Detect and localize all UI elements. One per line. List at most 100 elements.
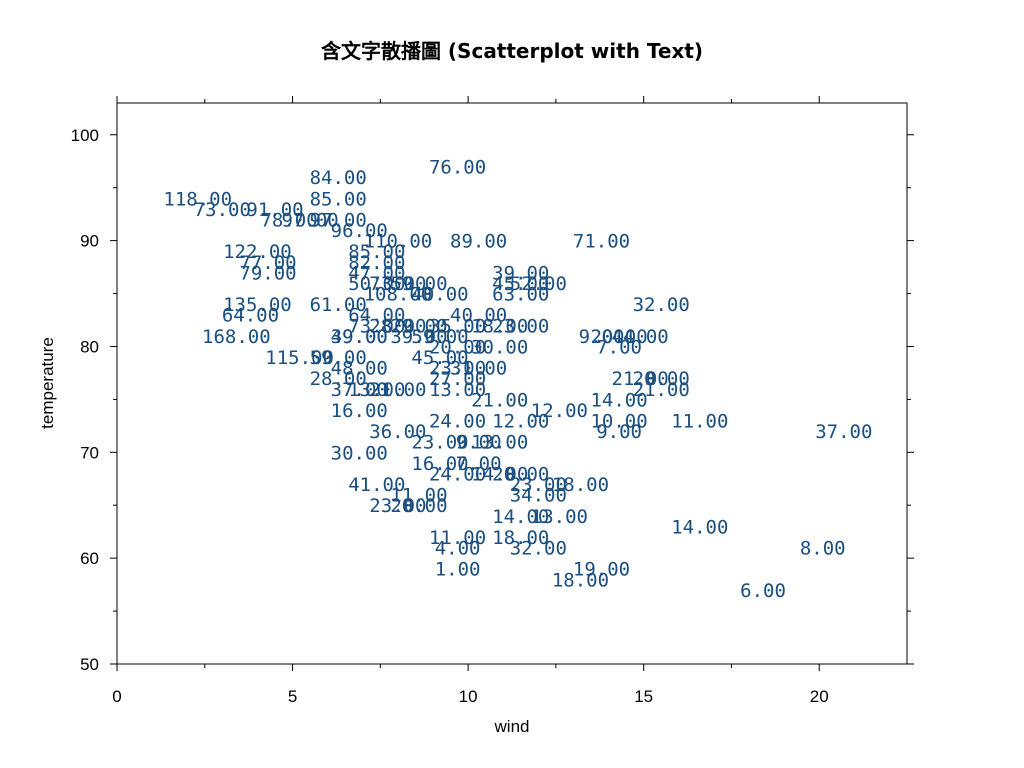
point-label: 23.00 bbox=[429, 358, 486, 380]
point-label: 24.00 bbox=[429, 411, 486, 433]
point-label: 91.00 bbox=[246, 199, 303, 221]
point-label: 18.00 bbox=[492, 527, 549, 549]
point-label: 21.00 bbox=[369, 379, 426, 401]
point-label: 9.00 bbox=[579, 326, 625, 348]
point-label: 40.00 bbox=[411, 284, 468, 306]
point-label: 11.00 bbox=[390, 485, 447, 507]
point-label: 20.00 bbox=[390, 495, 447, 517]
point-label: 20.00 bbox=[590, 326, 647, 348]
point-label: 10.00 bbox=[590, 411, 647, 433]
point-label: 135.00 bbox=[223, 294, 292, 316]
point-label: 122.00 bbox=[223, 241, 292, 263]
point-label: 18.00 bbox=[552, 569, 609, 591]
point-label: 13.00 bbox=[531, 506, 588, 528]
point-label: 20.00 bbox=[633, 368, 690, 390]
point-label: 39.00 bbox=[331, 326, 388, 348]
point-label: 63.00 bbox=[492, 284, 549, 306]
point-label: 32.00 bbox=[633, 294, 690, 316]
point-label: 40.00 bbox=[450, 305, 507, 327]
point-label: 41.00 bbox=[348, 474, 405, 496]
point-label: 8.00 bbox=[800, 538, 846, 560]
point-label: 97.00 bbox=[310, 209, 367, 231]
point-label: 14.00 bbox=[471, 463, 528, 485]
point-label: 18.00 bbox=[471, 315, 528, 337]
point-label: 82.00 bbox=[348, 252, 405, 274]
point-label: 45.00 bbox=[411, 347, 468, 369]
point-label: 16.00 bbox=[331, 400, 388, 422]
point-label: 97.00 bbox=[282, 209, 339, 231]
x-axis: 0 5 10 15 20 bbox=[112, 96, 829, 706]
x-tick-label: 10 bbox=[459, 687, 478, 706]
point-label: 24.00 bbox=[429, 463, 486, 485]
point-label: 64.00 bbox=[222, 305, 279, 327]
point-label: 168.00 bbox=[202, 326, 271, 348]
point-label: 47.00 bbox=[348, 262, 405, 284]
point-label: 34.00 bbox=[510, 485, 567, 507]
point-label: 30.00 bbox=[471, 336, 528, 358]
point-label: 110.00 bbox=[364, 231, 433, 253]
point-label: 48.00 bbox=[331, 358, 388, 380]
point-label: 7.00 bbox=[456, 453, 502, 475]
point-label: 59.00 bbox=[390, 273, 447, 295]
point-label: 20.00 bbox=[429, 336, 486, 358]
point-label: 9.00 bbox=[596, 421, 642, 443]
point-label: 64.00 bbox=[348, 305, 405, 327]
point-label: 18.00 bbox=[552, 474, 609, 496]
x-axis-label: wind bbox=[494, 717, 530, 736]
x-tick-label: 15 bbox=[634, 687, 653, 706]
y-axis-label: temperature bbox=[38, 337, 57, 429]
plot-frame bbox=[116, 102, 908, 665]
point-label: 73.00 bbox=[194, 199, 251, 221]
point-label: 96.00 bbox=[331, 220, 388, 242]
x-tick-label: 0 bbox=[112, 687, 121, 706]
chart-title: 含文字散播圖 (Scatterplot with Text) bbox=[321, 39, 703, 63]
point-label: 13.00 bbox=[429, 379, 486, 401]
x-tick-label: 5 bbox=[288, 687, 297, 706]
point-label: 89.00 bbox=[450, 231, 507, 253]
point-label: 4.00 bbox=[435, 538, 481, 560]
point-label: 16.00 bbox=[411, 453, 468, 475]
point-label: 108.00 bbox=[364, 284, 433, 306]
point-label: 77.00 bbox=[239, 252, 296, 274]
point-label: 79.00 bbox=[239, 262, 296, 284]
point-label: 52.00 bbox=[510, 273, 567, 295]
point-label: 23.00 bbox=[510, 474, 567, 496]
point-label: 28.00 bbox=[369, 315, 426, 337]
point-label: 20.00 bbox=[492, 463, 549, 485]
point-label: 84.00 bbox=[310, 167, 367, 189]
point-label: 12.00 bbox=[531, 400, 588, 422]
point-label: 14.00 bbox=[671, 516, 728, 538]
point-label: 21.00 bbox=[612, 368, 669, 390]
point-label: 50.00 bbox=[348, 273, 405, 295]
point-label: 30.00 bbox=[331, 442, 388, 464]
point-label: 39.00 bbox=[390, 326, 447, 348]
y-tick-label: 80 bbox=[80, 337, 99, 356]
point-label: 73.00 bbox=[348, 315, 405, 337]
point-label: 19.00 bbox=[573, 559, 630, 581]
point-label: 32.00 bbox=[510, 538, 567, 560]
point-label: 13.00 bbox=[471, 432, 528, 454]
y-tick-label: 90 bbox=[80, 232, 99, 251]
point-label: 78.00 bbox=[260, 209, 317, 231]
point-label: 37.00 bbox=[331, 379, 388, 401]
y-tick-label: 70 bbox=[80, 443, 99, 462]
point-label: 1.00 bbox=[435, 559, 481, 581]
point-label: 14.00 bbox=[492, 506, 549, 528]
point-label: 85.00 bbox=[310, 188, 367, 210]
point-label: 37.00 bbox=[815, 421, 872, 443]
point-label: 36.00 bbox=[369, 421, 426, 443]
y-tick-label: 50 bbox=[80, 655, 99, 674]
point-label: 7.00 bbox=[596, 336, 642, 358]
y-tick-label: 100 bbox=[71, 126, 99, 145]
point-labels: 76.0084.0085.00118.0073.0091.0078.0097.0… bbox=[163, 157, 872, 602]
point-label: 23.00 bbox=[492, 315, 549, 337]
y-tick-label: 60 bbox=[80, 549, 99, 568]
point-label: 21.00 bbox=[633, 379, 690, 401]
x-tick-label: 20 bbox=[810, 687, 829, 706]
point-label: 12.00 bbox=[492, 411, 549, 433]
point-label: 76.00 bbox=[429, 157, 486, 179]
point-label: 13.00 bbox=[348, 379, 405, 401]
point-label: 73.00 bbox=[369, 273, 426, 295]
point-label: 39.00 bbox=[492, 262, 549, 284]
point-label: 28.00 bbox=[310, 368, 367, 390]
